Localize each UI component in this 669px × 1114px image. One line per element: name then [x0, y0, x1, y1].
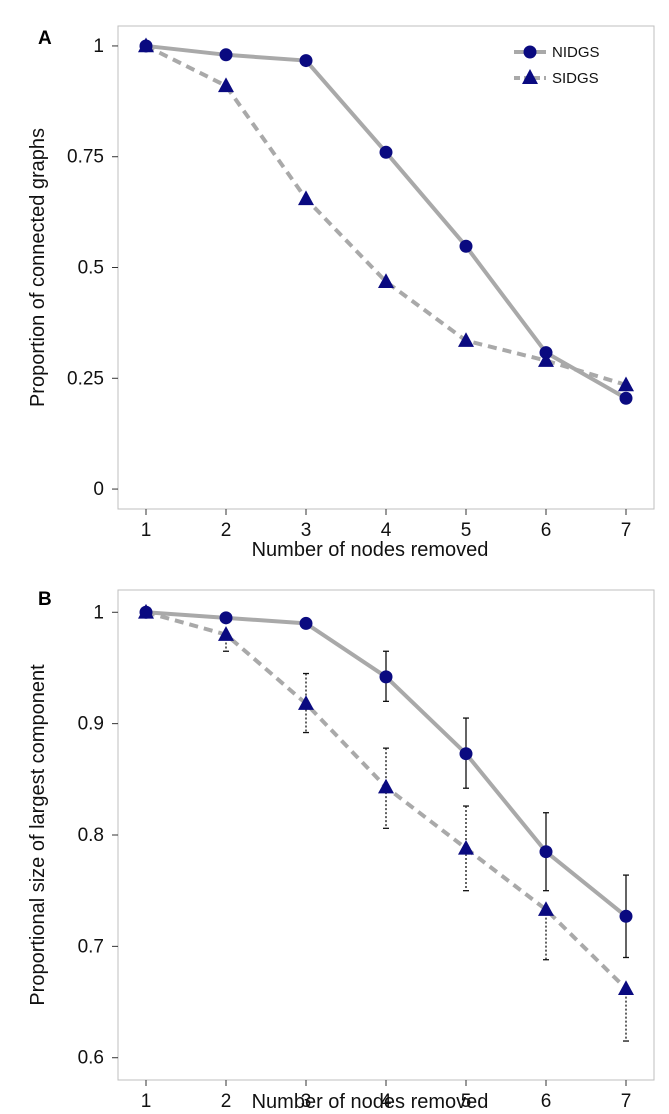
y-tick-label: 0.75	[67, 147, 104, 168]
data-point-nidgs	[299, 616, 313, 630]
x-tick-label: 7	[621, 1091, 632, 1112]
series-line-nidgs	[145, 43, 627, 400]
data-point-nidgs	[459, 747, 473, 761]
x-tick-label: 3	[301, 1091, 312, 1112]
data-point-sidgs	[378, 273, 394, 288]
data-point-sidgs	[618, 376, 634, 392]
data-point-sidgs	[298, 190, 314, 206]
legend-label-sidgs: SIDGS	[552, 70, 599, 87]
data-point-sidgs	[138, 37, 154, 53]
x-tick-label: 5	[461, 520, 472, 541]
x-tick-label: 2	[221, 1091, 232, 1112]
y-tick-label: 0	[93, 479, 104, 500]
data-point-sidgs	[218, 77, 234, 93]
data-point-nidgs	[379, 145, 393, 159]
data-point-nidgs	[459, 239, 473, 253]
data-point-nidgs	[619, 909, 633, 923]
series-line-sidgs	[145, 44, 627, 387]
x-tick-label: 4	[381, 520, 392, 541]
data-point-sidgs	[218, 626, 234, 641]
legend-label-nidgs: NIDGS	[552, 44, 600, 61]
y-tick-label: 1	[93, 602, 104, 623]
data-point-sidgs	[538, 352, 554, 367]
x-tick-label: 3	[301, 520, 312, 541]
legend-marker-nidgs	[523, 45, 537, 59]
x-tick-label: 1	[141, 1091, 152, 1112]
y-tick-label: 0.6	[78, 1048, 104, 1069]
x-tick-label: 7	[621, 520, 632, 541]
x-axis-title: Number of nodes removed	[252, 1091, 489, 1113]
data-point-sidgs	[538, 901, 554, 916]
x-axis-title: Number of nodes removed	[252, 539, 489, 561]
x-tick-label: 1	[141, 520, 152, 541]
data-point-sidgs	[458, 332, 474, 347]
panel-label: A	[38, 28, 52, 49]
x-tick-label: 6	[541, 1091, 552, 1112]
y-tick-label: 1	[93, 36, 104, 57]
data-point-sidgs	[378, 778, 394, 794]
legend-marker-sidgs	[522, 69, 538, 84]
panel-a	[112, 25, 655, 515]
y-tick-label: 0.9	[78, 714, 104, 735]
x-tick-label: 6	[541, 520, 552, 541]
data-point-sidgs	[298, 695, 314, 710]
y-tick-label: 0.8	[78, 825, 104, 846]
data-point-sidgs	[458, 839, 474, 855]
y-tick-label: 0.7	[78, 936, 104, 957]
y-tick-label: 0.5	[78, 258, 104, 279]
data-point-nidgs	[539, 845, 553, 859]
data-point-nidgs	[299, 54, 313, 68]
panel-b	[112, 589, 655, 1086]
plot-frame	[117, 25, 655, 510]
panel-label: B	[38, 589, 52, 610]
x-tick-label: 4	[381, 1091, 392, 1112]
data-point-sidgs	[138, 603, 154, 619]
x-tick-label: 2	[221, 520, 232, 541]
y-axis-title: Proportion of connected graphs	[27, 128, 49, 407]
data-point-nidgs	[219, 48, 233, 62]
x-tick-label: 5	[461, 1091, 472, 1112]
data-point-nidgs	[379, 670, 393, 684]
data-point-nidgs	[619, 391, 633, 405]
data-point-sidgs	[618, 980, 634, 995]
y-axis-title: Proportional size of largest component	[27, 664, 49, 1006]
y-tick-label: 0.25	[67, 368, 104, 389]
data-point-nidgs	[219, 611, 233, 625]
